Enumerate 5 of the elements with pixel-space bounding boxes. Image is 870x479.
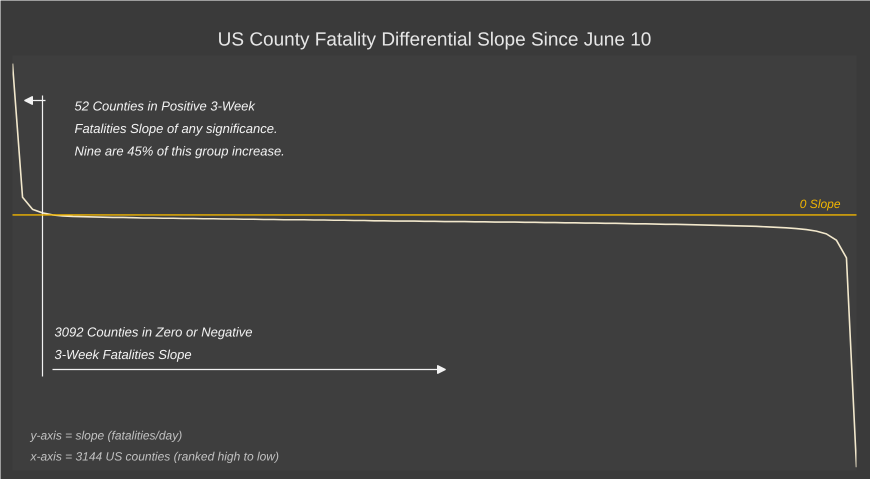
chart-title: US County Fatality Differential Slope Since June 10: [218, 30, 652, 50]
annotation: 52 Counties in Positive 3-Week Fatalities Slope of any significance. Nine are 45% of this group increase.: [74, 98, 285, 158]
annotation: y-axis = slope (fatalities/day) x-axis = 3144 US counties (ranked high to low): [30, 428, 279, 464]
ref-line-label: 0 Slope: [800, 196, 841, 211]
annotation: 3092 Counties in Zero or Negative 3-Week Fatalities Slope: [54, 324, 253, 362]
